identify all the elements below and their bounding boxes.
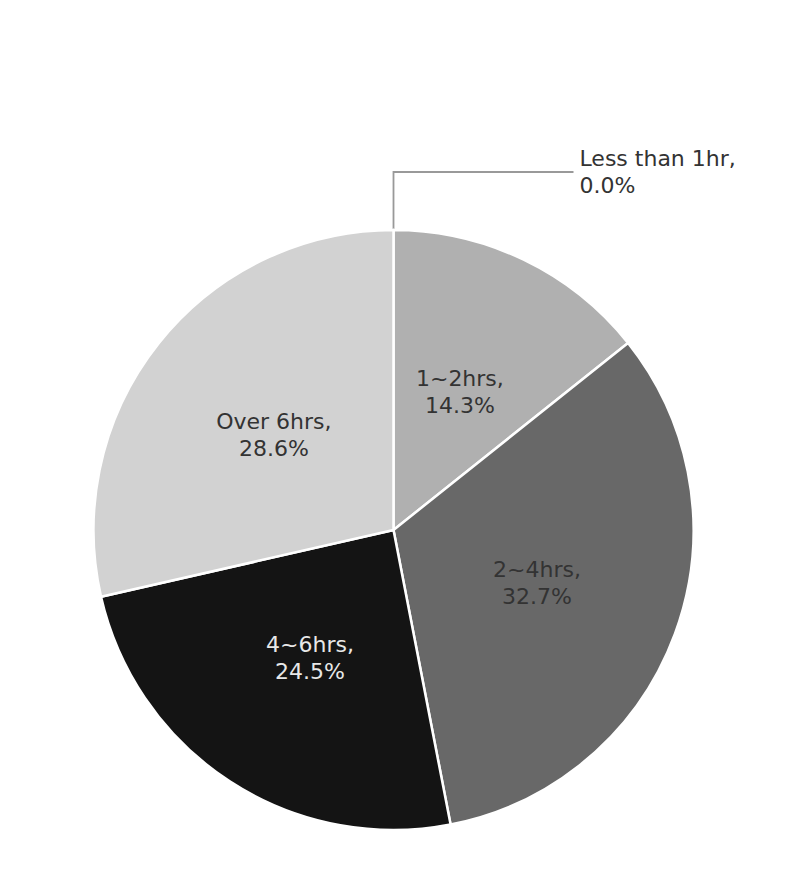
svg-text:28.6%: 28.6% [239,436,309,461]
svg-text:24.5%: 24.5% [275,659,345,684]
svg-text:1~2hrs,: 1~2hrs, [416,366,504,391]
svg-text:14.3%: 14.3% [425,393,495,418]
svg-text:2~4hrs,: 2~4hrs, [493,557,581,582]
svg-text:Less than 1hr,: Less than 1hr, [580,146,736,171]
svg-text:Over 6hrs,: Over 6hrs, [216,409,331,434]
svg-text:32.7%: 32.7% [502,584,572,609]
svg-text:4~6hrs,: 4~6hrs, [266,632,354,657]
svg-text:0.0%: 0.0% [580,173,636,198]
